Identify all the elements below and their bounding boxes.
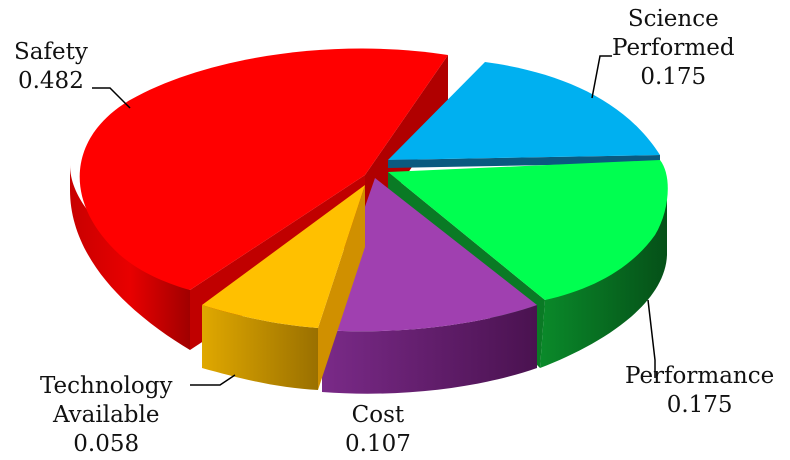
data-label-safety-value: 0.482	[17, 68, 84, 94]
data-label-safety-name: Safety	[14, 39, 88, 65]
leader-line-science-performed	[591, 55, 612, 99]
pie-slice-technology-available-side	[202, 305, 318, 390]
data-label-science-performed: Science Performed 0.175	[612, 5, 735, 92]
leader-line-technology-available	[190, 374, 236, 386]
data-label-cost-value: 0.107	[345, 431, 411, 457]
pie-slice-performance-top	[388, 160, 668, 300]
data-label-performance: Performance 0.175	[625, 362, 774, 420]
data-label-science-performed-line1: Science	[627, 6, 719, 32]
pie-slice-technology-available-wall	[318, 185, 365, 390]
data-label-performance-name: Performance	[625, 363, 775, 389]
pie-slice-technology-available	[202, 185, 365, 390]
pie-slice-science-performed-side	[388, 155, 660, 168]
leader-line-safety	[92, 87, 131, 109]
data-label-technology-available-value: 0.058	[73, 431, 140, 457]
pie-slice-technology-available-top	[202, 185, 365, 328]
pie-slice-cost-top	[322, 178, 537, 332]
data-label-science-performed-value: 0.175	[640, 64, 707, 90]
data-label-performance-value: 0.175	[666, 392, 733, 418]
data-label-cost: Cost 0.107	[345, 401, 411, 459]
leader-line-performance	[647, 299, 656, 378]
pie-slice-safety-top	[79, 48, 448, 291]
data-label-science-performed-line2: Performed	[612, 35, 735, 61]
pie-slice-science-performed	[388, 62, 660, 168]
pie-slice-cost-side	[322, 305, 537, 394]
pie-slice-science-performed-top	[388, 62, 660, 160]
data-label-technology-available: Technology Available 0.058	[40, 372, 172, 459]
data-label-safety: Safety 0.482	[14, 38, 88, 96]
data-label-technology-available-line2: Available	[52, 402, 160, 428]
pie-slice-cost	[322, 178, 537, 394]
data-label-technology-available-line1: Technology	[40, 373, 173, 399]
data-label-cost-name: Cost	[351, 402, 405, 428]
